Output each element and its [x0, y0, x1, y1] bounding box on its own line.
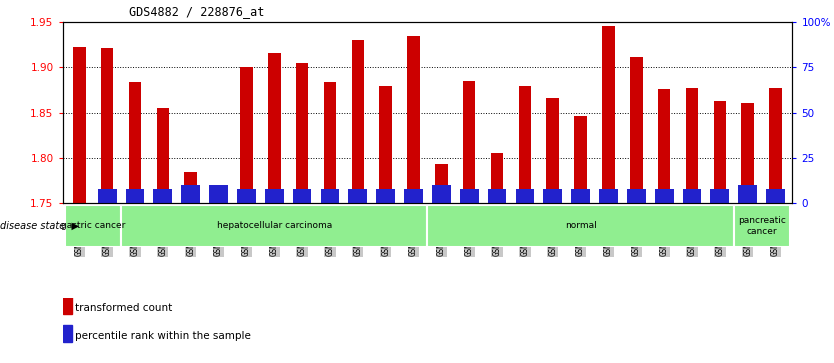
Text: percentile rank within the sample: percentile rank within the sample [75, 331, 251, 341]
Text: gastric cancer: gastric cancer [61, 221, 125, 231]
Bar [63, 297, 72, 314]
Bar [488, 189, 506, 203]
Bar [213, 190, 225, 203]
Bar [209, 185, 228, 203]
FancyBboxPatch shape [734, 205, 790, 247]
Bar [404, 189, 423, 203]
Bar [379, 86, 392, 203]
Bar [240, 67, 253, 203]
Bar [407, 36, 420, 203]
Bar [658, 89, 671, 203]
Text: pancreatic
cancer: pancreatic cancer [738, 216, 786, 236]
Bar [460, 189, 479, 203]
FancyBboxPatch shape [65, 205, 121, 247]
Bar [599, 189, 618, 203]
Bar [682, 189, 701, 203]
Text: disease state  ▶: disease state ▶ [0, 221, 79, 231]
Bar [544, 189, 562, 203]
FancyBboxPatch shape [121, 205, 427, 247]
Bar [602, 26, 615, 203]
Bar [655, 189, 674, 203]
Bar [351, 40, 364, 203]
Text: GDS4882 / 228876_at: GDS4882 / 228876_at [129, 5, 264, 18]
Bar [268, 53, 280, 203]
Text: normal: normal [565, 221, 596, 231]
Bar [324, 82, 336, 203]
Bar [181, 185, 200, 203]
Text: hepatocellular carcinoma: hepatocellular carcinoma [217, 221, 332, 231]
Bar [98, 189, 117, 203]
Bar [519, 86, 531, 203]
Bar [126, 189, 144, 203]
Bar [376, 189, 395, 203]
Bar [627, 189, 646, 203]
Bar [73, 47, 86, 203]
Bar [265, 189, 284, 203]
Bar [766, 189, 785, 203]
Bar [153, 189, 173, 203]
Bar [575, 116, 587, 203]
Bar [157, 108, 169, 203]
Bar [293, 189, 311, 203]
Bar [686, 88, 698, 203]
Bar [714, 101, 726, 203]
FancyBboxPatch shape [427, 205, 734, 247]
Bar [296, 62, 309, 203]
Bar [490, 154, 504, 203]
Bar [184, 172, 197, 203]
Bar [349, 189, 367, 203]
Bar [435, 164, 448, 203]
Bar [515, 189, 535, 203]
Bar [546, 98, 559, 203]
Bar [738, 185, 757, 203]
Bar [741, 102, 754, 203]
Bar [63, 325, 72, 342]
Bar [630, 57, 642, 203]
Bar [769, 88, 781, 203]
Bar [320, 189, 339, 203]
Bar [571, 189, 590, 203]
Bar [432, 185, 450, 203]
Bar [711, 189, 729, 203]
Text: transformed count: transformed count [75, 303, 173, 313]
Bar [463, 81, 475, 203]
Bar [237, 189, 256, 203]
Bar [101, 48, 113, 203]
Bar [128, 82, 141, 203]
